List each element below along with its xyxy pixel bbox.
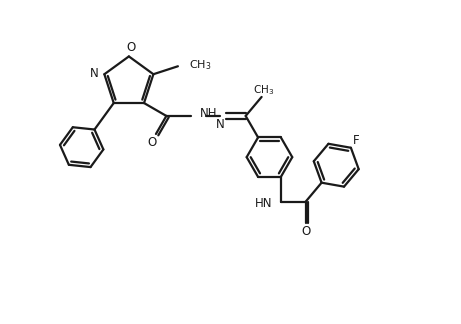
Text: O: O	[301, 225, 310, 238]
Text: F: F	[353, 134, 360, 147]
Text: O: O	[148, 136, 157, 149]
Text: N: N	[215, 118, 224, 131]
Text: NH: NH	[200, 107, 218, 120]
Text: HN: HN	[255, 197, 272, 210]
Text: CH$_3$: CH$_3$	[189, 58, 211, 72]
Text: N: N	[90, 67, 99, 80]
Text: O: O	[126, 41, 136, 54]
Text: CH$_3$: CH$_3$	[253, 83, 274, 97]
